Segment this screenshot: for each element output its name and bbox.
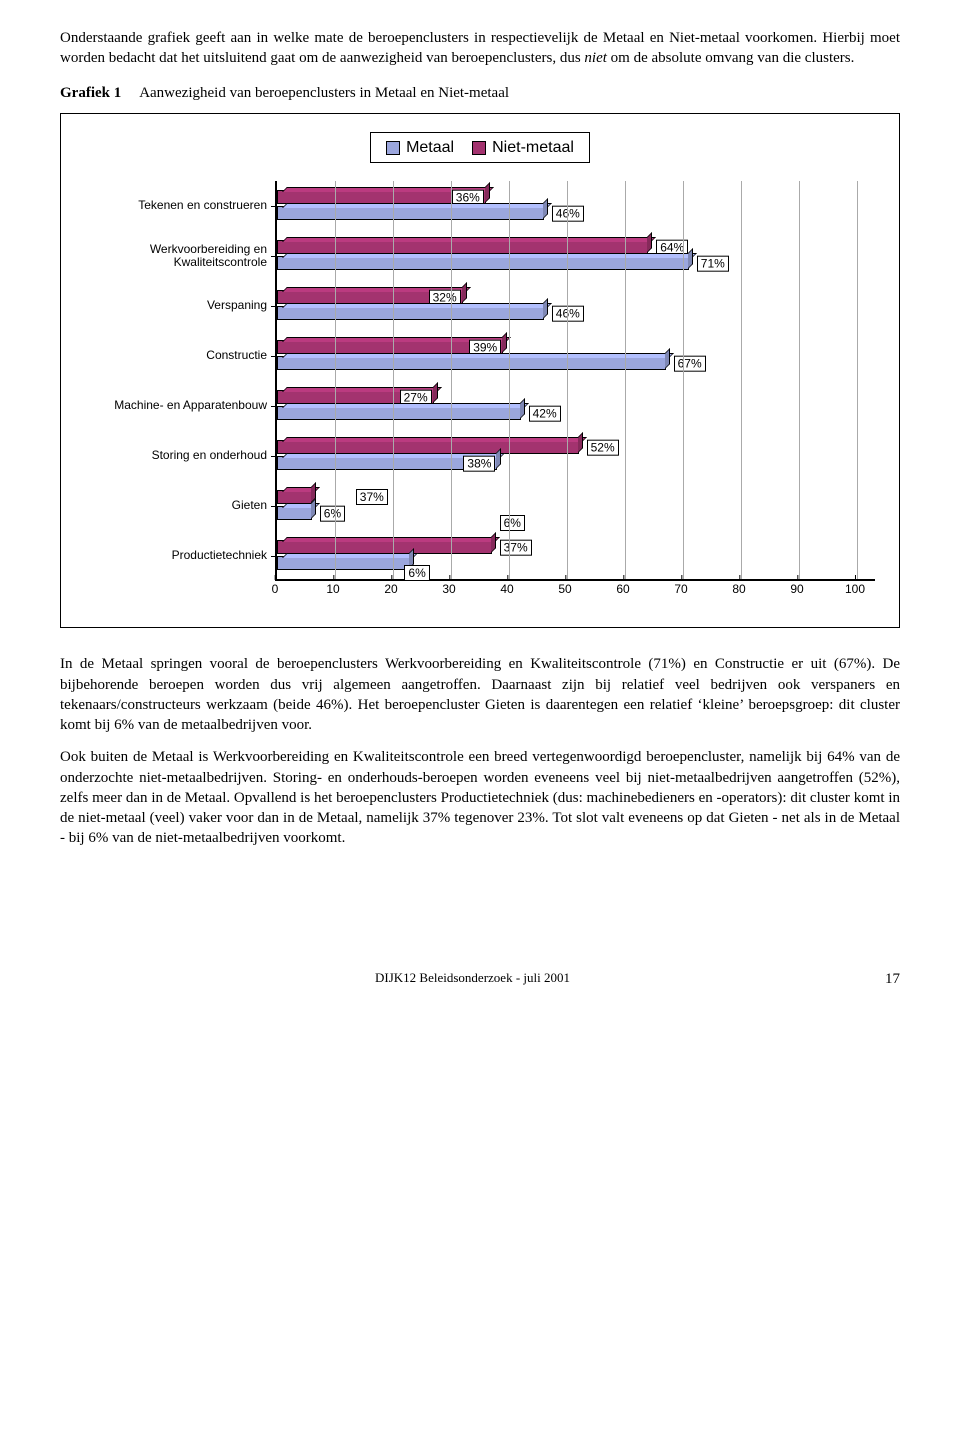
chart-area: Tekenen en construerenWerkvoorbereiding … — [85, 181, 875, 581]
x-tick-label: 20 — [384, 581, 397, 597]
chart-legend: Metaal Niet-metaal — [370, 132, 590, 164]
bar-metaal — [277, 406, 521, 420]
gridline — [799, 181, 800, 579]
intro-italic: niet — [584, 50, 607, 66]
bar-value-label: 37% — [356, 489, 388, 505]
chart-plot: 36%46%64%71%32%46%39%67%27%42%52%38%6%37… — [275, 181, 875, 581]
bar-value-label: 38% — [463, 456, 495, 472]
caption-text: Aanwezigheid van beroepenclusters in Met… — [139, 85, 509, 101]
bar-group: 32%46% — [277, 281, 875, 331]
bar-value-label: 6% — [320, 506, 345, 522]
bar-metaal — [277, 256, 689, 270]
category-label: Constructie — [85, 331, 267, 381]
gridline — [509, 181, 510, 579]
x-tick-label: 40 — [500, 581, 513, 597]
x-tick-label: 30 — [442, 581, 455, 597]
bar-group: 37% 6% — [277, 531, 875, 581]
gridline — [683, 181, 684, 579]
x-tick-label: 100 — [845, 581, 865, 597]
category-labels: Tekenen en construerenWerkvoorbereiding … — [85, 181, 275, 581]
footer-text: DIJK12 Beleidsonderzoek - juli 2001 — [375, 970, 570, 985]
category-label: Verspaning — [85, 281, 267, 331]
gridline — [741, 181, 742, 579]
gridline — [857, 181, 858, 579]
gridline — [393, 181, 394, 579]
intro-text-2: om de absolute omvang van die clusters. — [607, 50, 854, 66]
category-label: Storing en onderhoud — [85, 431, 267, 481]
bar-group: 64%71% — [277, 231, 875, 281]
bar-value-label: 71% — [697, 256, 729, 272]
category-label: Werkvoorbereiding en Kwaliteitscontrole — [85, 231, 267, 281]
caption-label: Grafiek 1 — [60, 85, 121, 101]
x-tick-label: 90 — [790, 581, 803, 597]
page-number: 17 — [885, 969, 900, 989]
x-tick-label: 10 — [326, 581, 339, 597]
category-label: Machine- en Apparatenbouw — [85, 381, 267, 431]
legend-label-metaal: Metaal — [406, 137, 454, 159]
intro-paragraph: Onderstaande grafiek geeft aan in welke … — [60, 28, 900, 69]
page-footer: DIJK12 Beleidsonderzoek - juli 2001 17 — [60, 969, 900, 989]
bar-group: 27%42% — [277, 381, 875, 431]
chart-rows: 36%46%64%71%32%46%39%67%27%42%52%38%6%37… — [277, 181, 875, 581]
bar-value-label: 42% — [529, 406, 561, 422]
gridline — [567, 181, 568, 579]
x-tick-label: 0 — [272, 581, 279, 597]
legend-item-nietmetaal: Niet-metaal — [472, 137, 574, 159]
bar-group: 6% 37% 6% — [277, 481, 875, 531]
bar-group: 39%67% — [277, 331, 875, 381]
legend-swatch-metaal — [386, 141, 400, 155]
bar-value-label: 52% — [587, 440, 619, 456]
category-label: Productietechniek — [85, 531, 267, 581]
gridline — [625, 181, 626, 579]
analysis-paragraph-2: Ook buiten de Metaal is Werkvoorbereidin… — [60, 747, 900, 848]
x-tick-label: 50 — [558, 581, 571, 597]
chart-container: Metaal Niet-metaal Tekenen en construere… — [60, 113, 900, 629]
x-tick-label: 60 — [616, 581, 629, 597]
bar-value-label: 6% — [404, 565, 429, 581]
legend-label-nietmetaal: Niet-metaal — [492, 137, 574, 159]
bar-group: 36%46% — [277, 181, 875, 231]
x-tick-label: 70 — [674, 581, 687, 597]
category-label: Gieten — [85, 481, 267, 531]
analysis-paragraph-1: In de Metaal springen vooral de beroepen… — [60, 654, 900, 735]
legend-item-metaal: Metaal — [386, 137, 454, 159]
bar-value-label: 67% — [674, 356, 706, 372]
legend-swatch-nietmetaal — [472, 141, 486, 155]
bar-metaal — [277, 556, 410, 570]
x-tick-label: 80 — [732, 581, 745, 597]
bar-group: 52% 38% — [277, 431, 875, 481]
gridline — [451, 181, 452, 579]
bar-metaal — [277, 306, 544, 320]
bar-value-label: 6% — [500, 515, 525, 531]
bar-metaal — [277, 206, 544, 220]
chart-caption: Grafiek 1 Aanwezigheid van beroepenclust… — [60, 83, 900, 103]
bar-value-label: 37% — [500, 540, 532, 556]
bar-metaal — [277, 506, 312, 520]
category-label: Tekenen en construeren — [85, 181, 267, 231]
x-axis: 0102030405060708090100 — [275, 581, 855, 603]
gridline — [335, 181, 336, 579]
